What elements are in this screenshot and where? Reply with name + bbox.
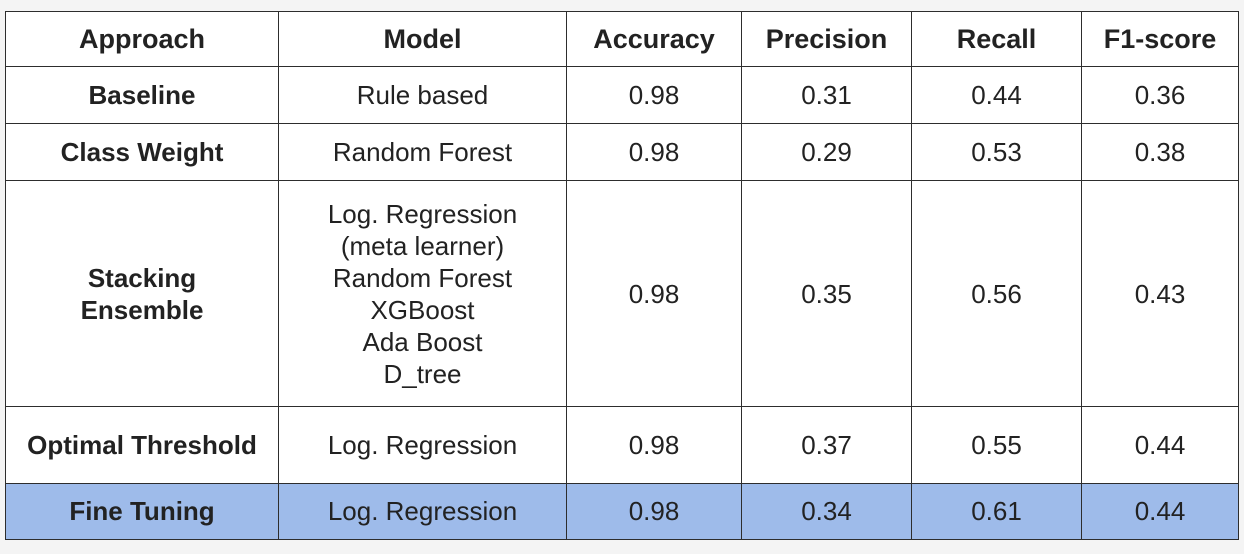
accuracy-cell: 0.98 <box>566 483 742 540</box>
header-recall: Recall <box>911 11 1082 67</box>
table-row: Stacking Ensemble Log. Regression (meta … <box>5 180 1239 407</box>
recall-cell: 0.56 <box>911 180 1082 407</box>
header-f1-score: F1-score <box>1081 11 1239 67</box>
accuracy-cell: 0.98 <box>566 180 742 407</box>
approach-cell: Baseline <box>5 66 279 124</box>
model-cell: Log. Regression <box>278 483 567 540</box>
accuracy-cell: 0.98 <box>566 123 742 181</box>
results-table-container: Approach Model Accuracy Precision Recall… <box>5 11 1239 540</box>
table-row: Baseline Rule based 0.98 0.31 0.44 0.36 <box>5 66 1239 124</box>
approach-cell: Optimal Threshold <box>5 406 279 484</box>
approach-cell: Stacking Ensemble <box>5 180 279 407</box>
precision-cell: 0.37 <box>741 406 912 484</box>
recall-cell: 0.53 <box>911 123 1082 181</box>
table-row: Class Weight Random Forest 0.98 0.29 0.5… <box>5 123 1239 181</box>
header-approach: Approach <box>5 11 279 67</box>
recall-cell: 0.55 <box>911 406 1082 484</box>
header-row: Approach Model Accuracy Precision Recall… <box>5 11 1239 67</box>
f1-score-cell: 0.43 <box>1081 180 1239 407</box>
model-line: Log. Regression <box>327 198 518 229</box>
f1-score-cell: 0.44 <box>1081 483 1239 540</box>
model-line: Ada Boost <box>362 326 483 357</box>
results-table: Approach Model Accuracy Precision Recall… <box>5 11 1239 540</box>
model-cell: Log. Regression <box>278 406 567 484</box>
f1-score-cell: 0.36 <box>1081 66 1239 124</box>
model-line: Random Forest <box>332 262 513 293</box>
header-accuracy: Accuracy <box>566 11 742 67</box>
header-model: Model <box>278 11 567 67</box>
precision-cell: 0.31 <box>741 66 912 124</box>
f1-score-cell: 0.44 <box>1081 406 1239 484</box>
table-row: Optimal Threshold Log. Regression 0.98 0… <box>5 406 1239 484</box>
approach-cell: Fine Tuning <box>5 483 279 540</box>
header-precision: Precision <box>741 11 912 67</box>
accuracy-cell: 0.98 <box>566 406 742 484</box>
model-line: XGBoost <box>370 294 475 325</box>
table-row-highlighted: Fine Tuning Log. Regression 0.98 0.34 0.… <box>5 483 1239 540</box>
model-line: (meta learner) <box>340 230 505 261</box>
approach-cell: Class Weight <box>5 123 279 181</box>
precision-cell: 0.29 <box>741 123 912 181</box>
recall-cell: 0.61 <box>911 483 1082 540</box>
model-cell: Log. Regression (meta learner) Random Fo… <box>278 180 567 407</box>
recall-cell: 0.44 <box>911 66 1082 124</box>
model-line: D_tree <box>383 358 462 389</box>
model-cell: Rule based <box>278 66 567 124</box>
model-cell: Random Forest <box>278 123 567 181</box>
precision-cell: 0.35 <box>741 180 912 407</box>
f1-score-cell: 0.38 <box>1081 123 1239 181</box>
accuracy-cell: 0.98 <box>566 66 742 124</box>
precision-cell: 0.34 <box>741 483 912 540</box>
